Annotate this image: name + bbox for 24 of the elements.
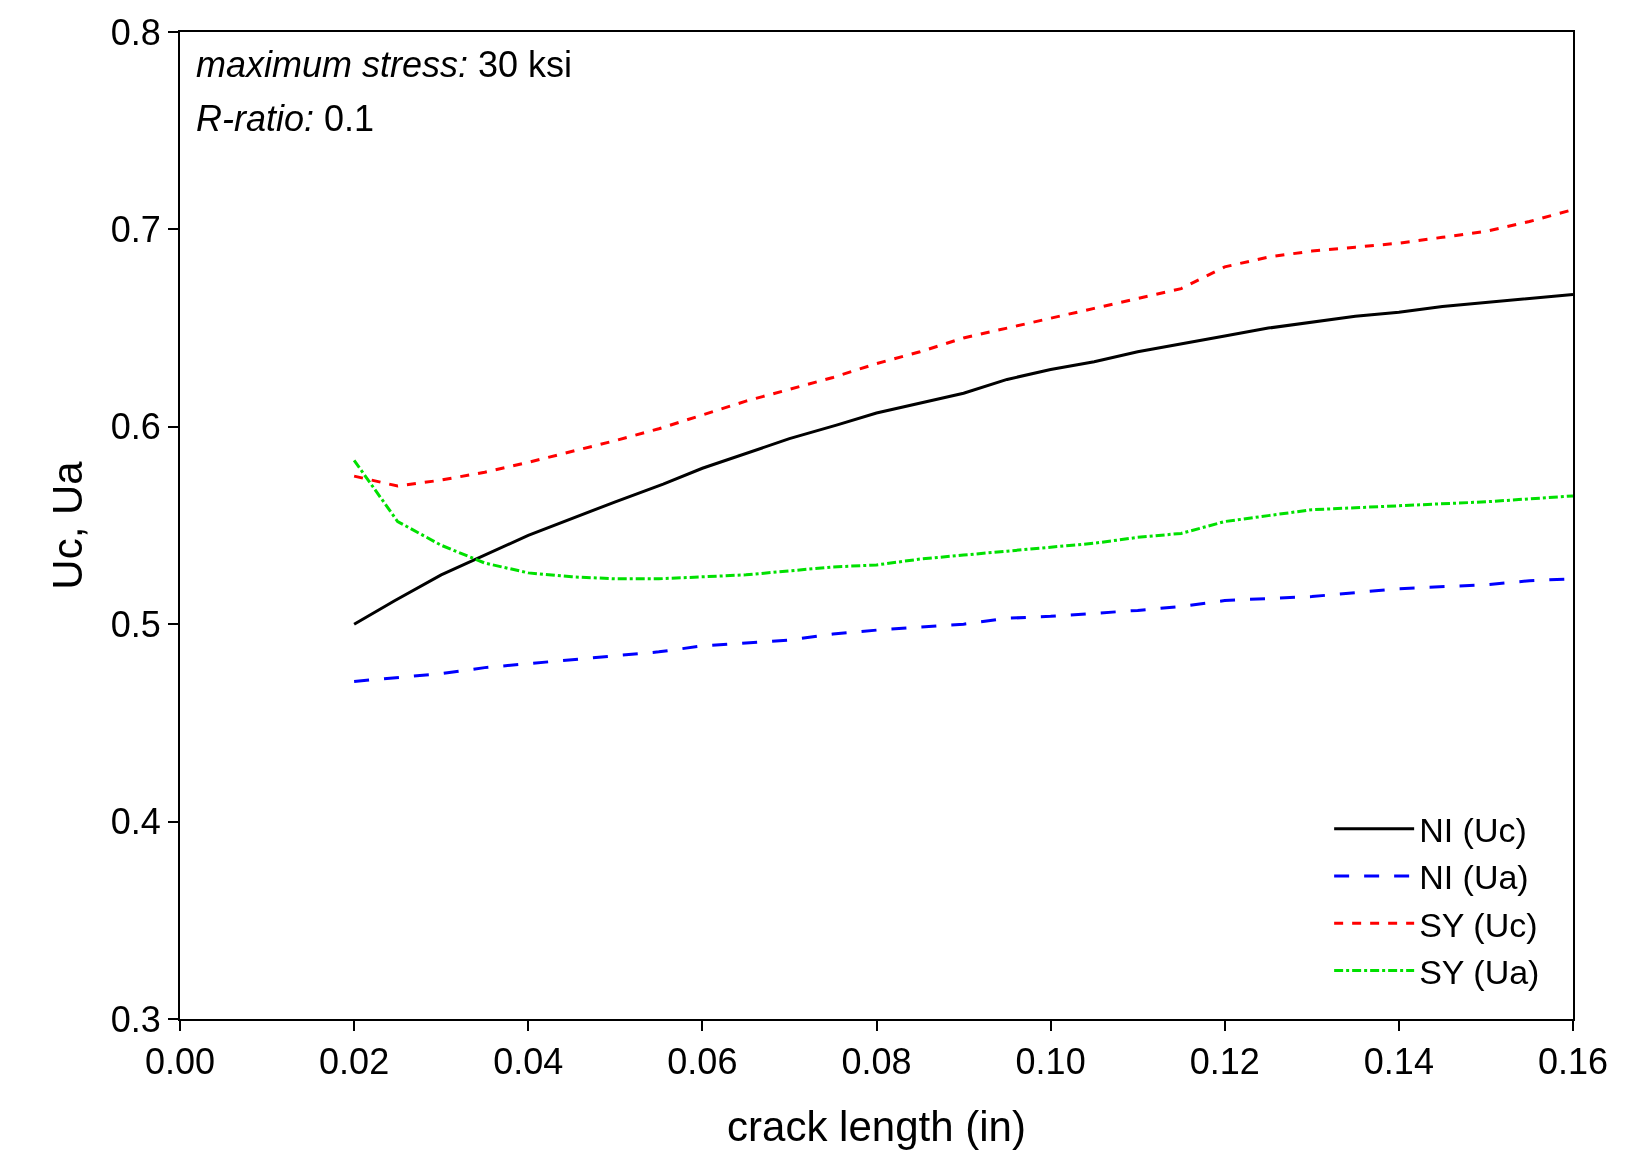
line-series [352,458,1573,581]
x-tick-label: 0.02 [319,1041,390,1083]
legend-label: NI (Ua) [1419,858,1529,897]
y-tick-label: 0.4 [110,801,161,843]
x-tick-label: 0.00 [144,1041,216,1083]
y-tick-label: 0.8 [110,11,161,53]
x-tick-label: 0.04 [493,1041,564,1083]
x-tick-label: 0.16 [1537,1041,1609,1083]
y-tick-label: 0.7 [110,209,161,250]
legend-label: SY (Uc) [1419,905,1538,944]
legend-label: SY (Ua) [1419,952,1540,991]
y-axis-title: Uc, Ua [44,460,92,590]
x-axis-title: crack length (in) [727,1102,1026,1150]
x-tick-label: 0.06 [667,1041,738,1083]
y-tick-label: 0.6 [110,406,161,448]
x-tick-label: 0.08 [841,1041,912,1083]
y-tick-label: 0.3 [110,998,161,1040]
legend-label: NI (Uc) [1419,811,1527,850]
annotation: R-ratio: 0.1 [196,98,375,139]
x-tick-label: 0.12 [1189,1041,1260,1083]
annotation: maximum stress: 30 ksi [196,44,573,85]
x-tick-label: 0.10 [1015,1041,1086,1083]
y-tick-label: 0.5 [110,603,161,645]
x-tick-label: 0.14 [1363,1041,1434,1083]
